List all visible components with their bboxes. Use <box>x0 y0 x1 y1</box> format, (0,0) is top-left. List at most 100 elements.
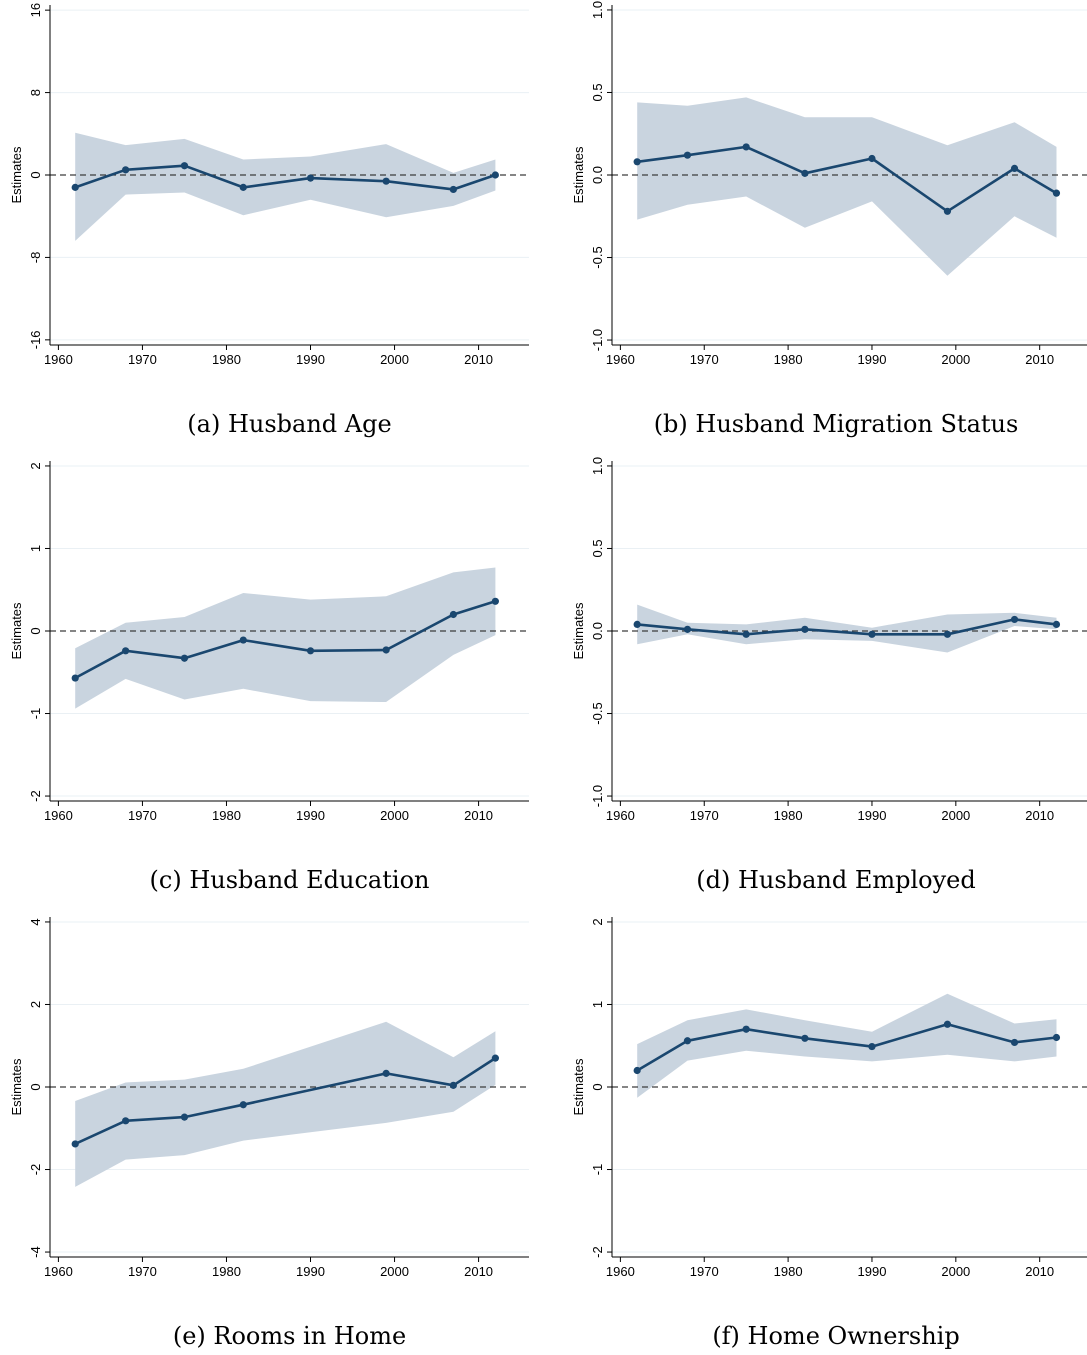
estimate-point <box>122 166 130 174</box>
y-tick-label: 1.0 <box>590 1 605 19</box>
confidence-band <box>637 97 1057 276</box>
y-tick-label: -1 <box>590 1164 605 1176</box>
x-tick-label: 1970 <box>128 352 157 367</box>
estimate-point <box>122 1117 130 1125</box>
estimate-point <box>683 1037 692 1045</box>
y-tick-label: 1 <box>590 1001 605 1008</box>
y-tick-label: 0.0 <box>590 166 605 184</box>
estimate-point <box>868 154 876 163</box>
x-tick-label: 2000 <box>380 352 409 367</box>
x-tick-label: 1980 <box>774 352 803 367</box>
confidence-band <box>637 993 1057 1098</box>
estimate-point <box>491 171 499 179</box>
estimate-point <box>449 185 457 194</box>
estimate-point <box>449 610 457 619</box>
estimate-point <box>742 630 750 638</box>
estimate-point <box>633 620 641 628</box>
panel-caption: (b) Husband Migration Status <box>654 410 1019 438</box>
estimate-point <box>742 1025 750 1033</box>
estimate-point <box>449 1081 457 1089</box>
x-tick-label: 1980 <box>212 1264 241 1279</box>
y-tick-label: -8 <box>28 252 43 264</box>
y-tick-label: 0 <box>28 1083 43 1090</box>
y-tick-label: 1.0 <box>590 457 605 475</box>
x-tick-label: 2010 <box>464 1264 493 1279</box>
estimate-point <box>180 1113 189 1121</box>
confidence-band <box>637 604 1057 653</box>
estimate-point <box>868 1042 876 1051</box>
x-tick-label: 1990 <box>858 352 887 367</box>
y-tick-label: 16 <box>28 3 43 17</box>
y-tick-label: -0.5 <box>590 246 605 268</box>
x-tick-label: 2010 <box>1025 1264 1054 1279</box>
x-tick-label: 1960 <box>606 352 635 367</box>
y-tick-label: -2 <box>28 790 43 802</box>
estimate-line <box>636 1023 1057 1072</box>
chart-panel-5: -2 -1 0 1 2 1960 1970 1980 1990 2000 2010 Estimates… <box>571 917 1087 1350</box>
y-tick-label: 4 <box>28 918 43 925</box>
confidence-band <box>75 132 496 241</box>
estimate-point <box>1052 1033 1061 1042</box>
estimate-point <box>742 143 750 151</box>
y-tick-label: 2 <box>28 462 43 469</box>
estimate-point <box>943 630 952 638</box>
estimate-point <box>943 1020 952 1028</box>
x-tick-label: 1960 <box>44 352 73 367</box>
x-tick-label: 1990 <box>858 808 887 823</box>
x-tick-label: 1990 <box>858 1264 887 1279</box>
x-tick-label: 2000 <box>941 352 970 367</box>
y-tick-label: 0.5 <box>590 539 605 557</box>
estimate-point <box>180 162 189 170</box>
y-tick-label: 8 <box>28 89 43 96</box>
estimate-point <box>382 177 390 185</box>
y-tick-label: -0.5 <box>590 702 605 724</box>
chart-panel-3: -1.0 -0.5 0.0 0.5 1.0 1960 1970 1980 1990 2000 201… <box>571 457 1087 894</box>
chart-panel-4: -4 -2 0 2 4 1960 1970 1980 1990 2000 2010 Estimates… <box>9 917 529 1350</box>
y-tick-label: -1.0 <box>590 785 605 807</box>
x-tick-label: 1960 <box>44 1264 73 1279</box>
y-tick-label: -4 <box>28 1246 43 1258</box>
x-tick-label: 2000 <box>941 808 970 823</box>
estimate-point <box>868 630 876 638</box>
estimate-point <box>180 654 189 662</box>
y-tick-label: 0 <box>28 171 43 178</box>
y-axis-title: Estimates <box>9 602 24 660</box>
panel-caption: (e) Rooms in Home <box>173 1322 406 1350</box>
estimate-point <box>683 625 692 633</box>
y-axis-title: Estimates <box>9 1058 24 1116</box>
x-tick-label: 2010 <box>464 352 493 367</box>
estimate-point <box>943 207 952 215</box>
x-tick-label: 1980 <box>774 1264 803 1279</box>
panel-caption: (c) Husband Education <box>150 866 430 894</box>
x-tick-label: 2000 <box>941 1264 970 1279</box>
y-axis-title: Estimates <box>571 602 586 660</box>
y-axis-title: Estimates <box>571 146 586 204</box>
x-tick-label: 1990 <box>296 352 325 367</box>
confidence-band <box>75 1021 496 1187</box>
x-tick-label: 2010 <box>1025 808 1054 823</box>
x-tick-label: 1970 <box>690 1264 719 1279</box>
estimate-point <box>306 647 315 655</box>
estimate-point <box>801 625 809 633</box>
y-axis-title: Estimates <box>9 146 24 204</box>
x-tick-label: 1960 <box>606 1264 635 1279</box>
estimate-point <box>239 183 247 191</box>
x-tick-label: 1980 <box>774 808 803 823</box>
y-tick-label: 0.0 <box>590 622 605 640</box>
estimate-point <box>633 158 641 166</box>
y-tick-label: -1.0 <box>590 329 605 351</box>
chart-panel-2: -2 -1 0 1 2 1960 1970 1980 1990 2000 2010 Estimates… <box>9 461 529 894</box>
y-tick-label: -16 <box>28 330 43 349</box>
estimate-point <box>1052 189 1061 197</box>
y-tick-label: -2 <box>590 1246 605 1258</box>
estimate-point <box>491 597 499 605</box>
estimate-line <box>637 618 1057 636</box>
x-tick-label: 2010 <box>1025 352 1054 367</box>
panel-caption: (a) Husband Age <box>187 410 391 438</box>
y-tick-label: 1 <box>28 545 43 552</box>
x-tick-label: 2000 <box>380 1264 409 1279</box>
estimate-point <box>801 169 809 177</box>
confidence-band <box>75 567 496 709</box>
x-tick-label: 1960 <box>606 808 635 823</box>
